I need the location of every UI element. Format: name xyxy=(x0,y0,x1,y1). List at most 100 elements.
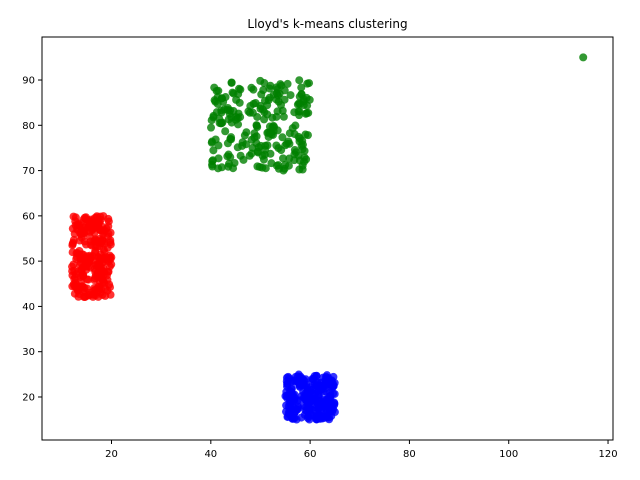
data-point xyxy=(105,251,114,260)
x-tick-label: 40 xyxy=(204,449,217,460)
data-point xyxy=(98,267,107,276)
x-tick-label: 100 xyxy=(499,449,518,460)
data-point xyxy=(70,282,79,291)
data-point xyxy=(295,76,304,85)
data-point xyxy=(322,395,331,404)
data-point xyxy=(99,226,108,235)
y-tick-label: 30 xyxy=(22,347,35,358)
y-tick-label: 80 xyxy=(22,121,35,132)
y-tick-label: 70 xyxy=(22,166,35,177)
data-point xyxy=(78,272,87,281)
data-point xyxy=(279,112,288,121)
data-point xyxy=(224,150,233,159)
data-point xyxy=(105,280,114,289)
data-point xyxy=(303,131,312,140)
x-tick-label: 80 xyxy=(403,449,416,460)
data-point xyxy=(299,381,308,390)
data-point xyxy=(304,412,313,421)
data-point xyxy=(80,213,89,222)
data-point xyxy=(265,93,274,102)
data-point xyxy=(278,133,287,142)
data-point xyxy=(268,113,277,122)
data-point xyxy=(106,240,115,249)
y-tick-label: 60 xyxy=(22,211,35,222)
x-tick-label: 60 xyxy=(304,449,317,460)
points-layer xyxy=(68,53,588,424)
data-point xyxy=(252,132,261,141)
data-point xyxy=(90,221,99,230)
data-point xyxy=(235,98,244,107)
data-point xyxy=(245,108,254,117)
data-point xyxy=(236,85,245,94)
data-point xyxy=(247,83,256,92)
data-point xyxy=(269,126,278,135)
data-point xyxy=(70,229,79,238)
data-point xyxy=(318,414,327,423)
data-point xyxy=(293,100,302,109)
data-point xyxy=(319,402,328,411)
data-point xyxy=(286,91,295,100)
data-point xyxy=(242,128,251,137)
data-point xyxy=(227,133,236,142)
data-point xyxy=(301,109,310,118)
data-point xyxy=(251,99,260,107)
data-point xyxy=(71,213,80,222)
data-point xyxy=(214,141,223,150)
data-point xyxy=(286,392,295,401)
data-point xyxy=(300,157,309,166)
data-point xyxy=(312,403,321,412)
data-point xyxy=(217,163,226,172)
data-point xyxy=(84,221,93,230)
data-point xyxy=(214,86,223,95)
data-point xyxy=(218,118,227,127)
data-point xyxy=(281,141,290,150)
data-point xyxy=(303,79,312,88)
data-point xyxy=(70,274,79,283)
data-point xyxy=(297,83,306,92)
data-point xyxy=(257,90,266,99)
y-tick-label: 20 xyxy=(22,392,35,403)
data-point xyxy=(103,267,112,276)
data-point xyxy=(280,95,289,104)
data-point xyxy=(236,151,245,160)
data-point xyxy=(90,229,99,238)
data-point xyxy=(330,400,339,409)
data-point xyxy=(299,393,308,402)
data-point xyxy=(229,89,238,98)
data-point xyxy=(85,257,94,266)
data-point xyxy=(104,214,113,223)
data-point xyxy=(288,124,297,133)
data-point xyxy=(225,159,234,168)
data-point xyxy=(295,107,304,116)
data-point xyxy=(101,291,110,300)
data-point xyxy=(263,141,272,150)
data-point xyxy=(308,385,317,394)
data-point xyxy=(326,406,335,415)
data-point xyxy=(238,141,247,150)
data-point xyxy=(75,261,84,270)
data-point xyxy=(86,240,95,249)
data-point xyxy=(258,105,267,114)
data-point xyxy=(260,79,269,88)
data-point xyxy=(256,141,265,150)
data-point xyxy=(91,291,100,300)
data-point xyxy=(209,146,218,155)
data-point xyxy=(322,374,331,383)
chart-title: Lloyd's k-means clustering xyxy=(247,17,407,31)
data-point xyxy=(97,239,106,248)
data-point xyxy=(253,148,262,157)
data-point xyxy=(287,384,296,393)
data-point xyxy=(579,53,588,62)
data-point xyxy=(272,161,281,170)
data-point xyxy=(265,84,274,93)
data-point xyxy=(277,81,286,90)
data-point xyxy=(227,78,236,87)
data-point xyxy=(96,254,105,263)
data-point xyxy=(91,247,100,256)
data-point xyxy=(283,79,292,88)
data-point xyxy=(79,228,88,237)
data-point xyxy=(247,149,256,158)
data-point xyxy=(208,156,217,165)
data-point xyxy=(297,90,306,99)
